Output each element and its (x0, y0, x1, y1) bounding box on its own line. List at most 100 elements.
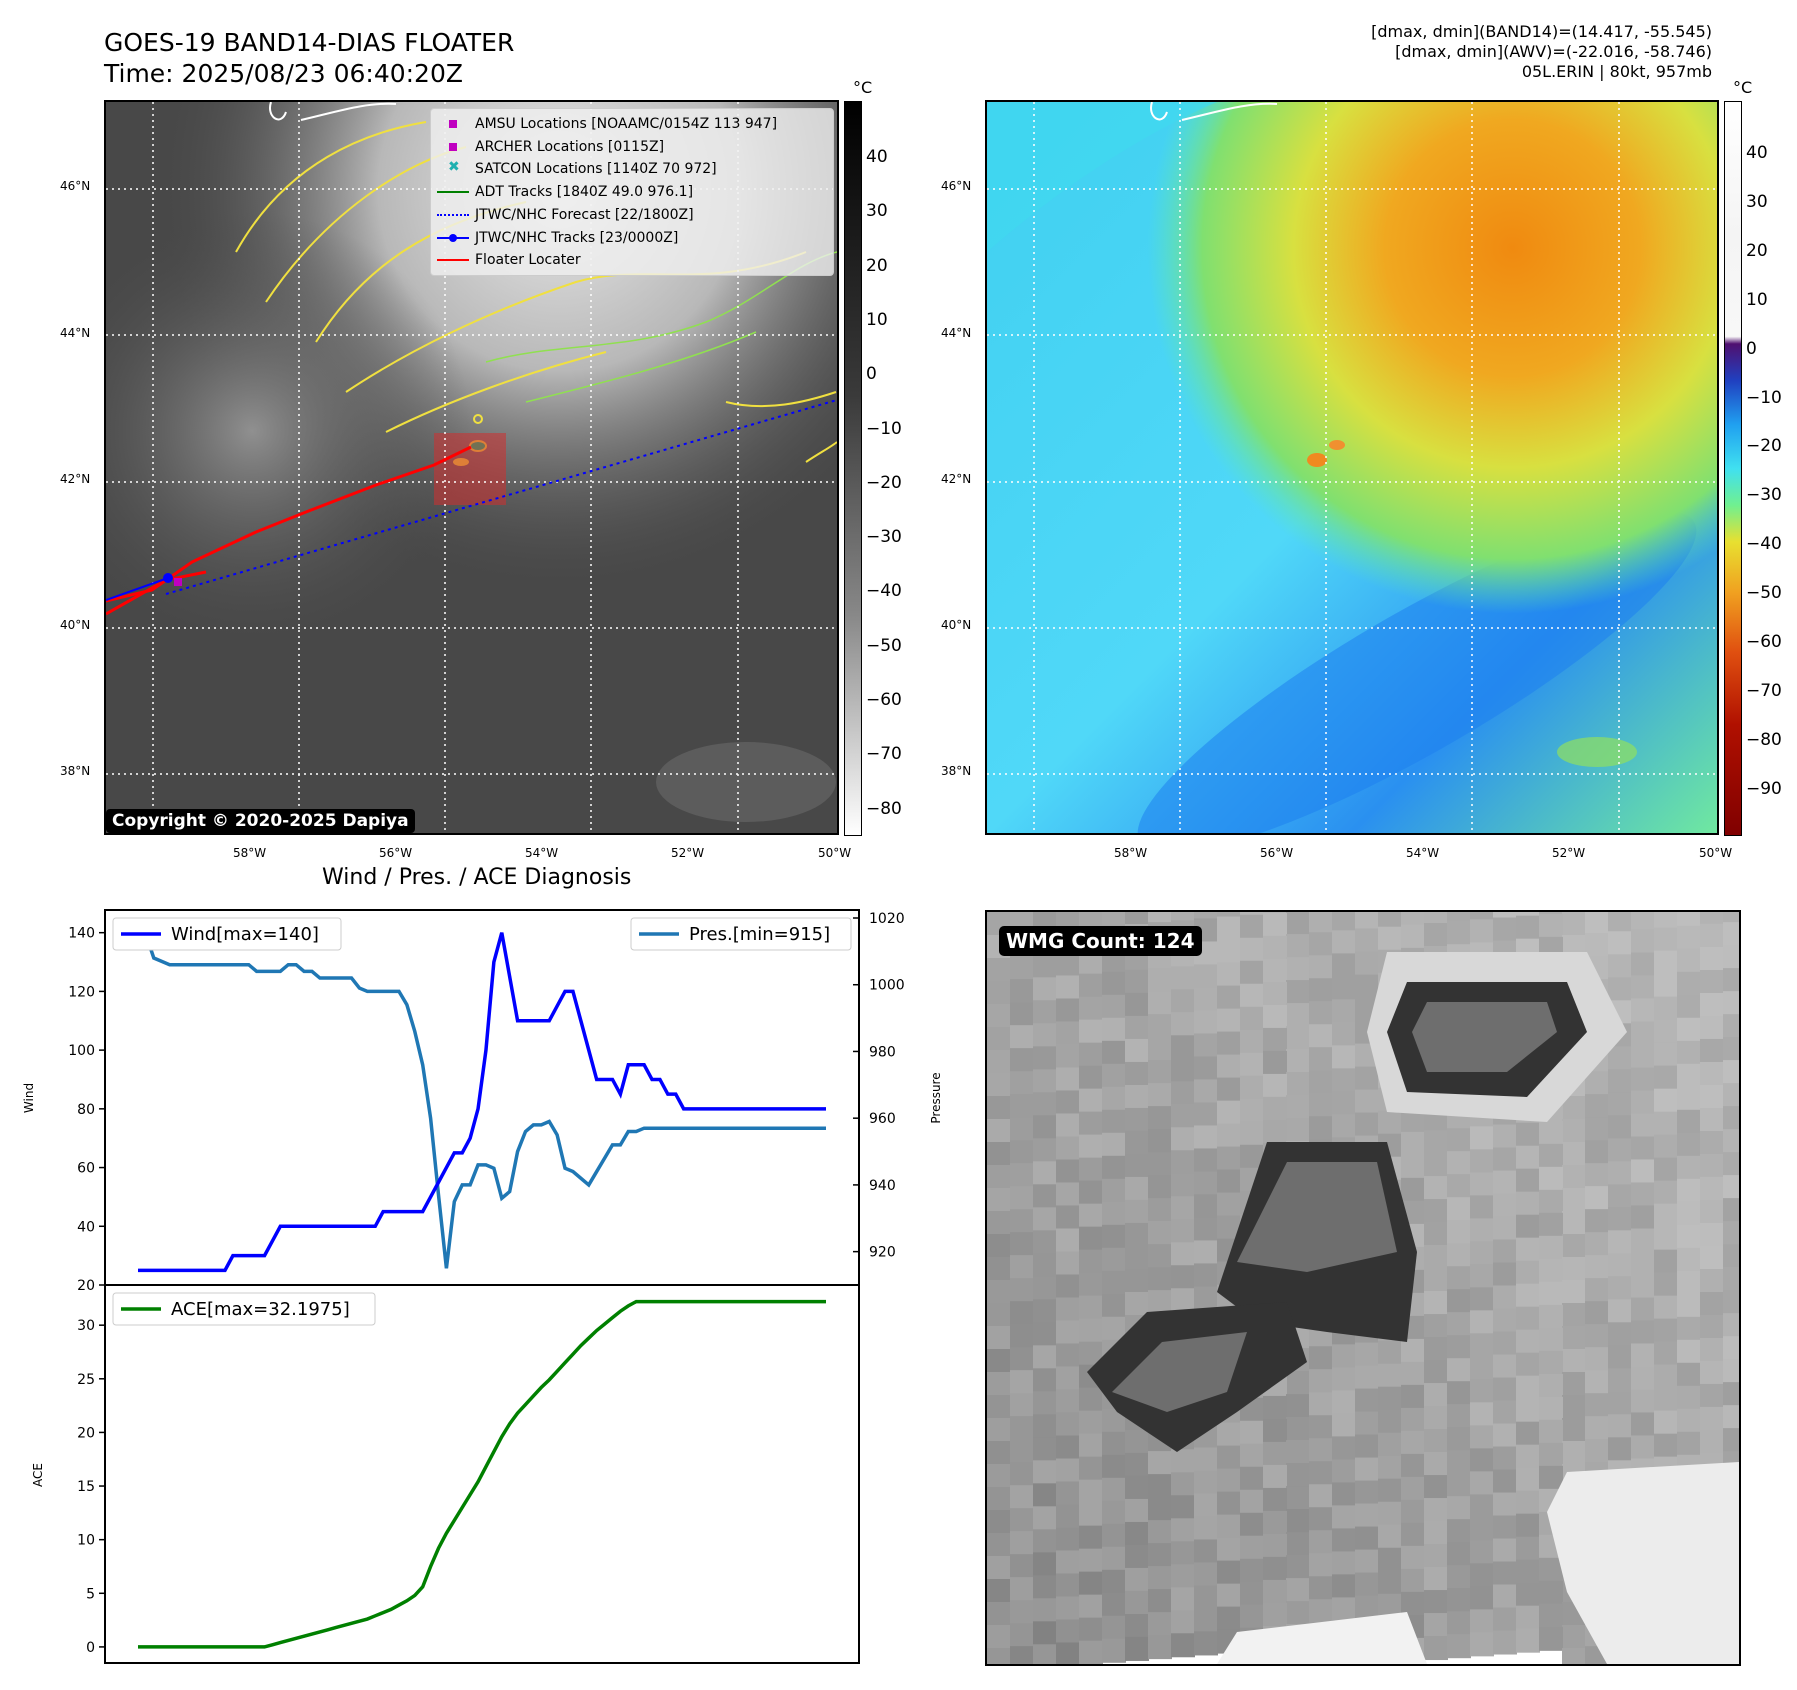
wmg-cloud-region (1412, 1002, 1557, 1072)
wmg-cloud-region (1237, 1162, 1397, 1272)
gray-colorbar-tick: −40 (866, 581, 902, 602)
gray-colorbar-tick: −30 (866, 527, 902, 548)
lon-tick-label: 50°W (1699, 846, 1733, 860)
wind-series-line (138, 932, 826, 1273)
lat-tick-label: 40°N (941, 618, 972, 632)
wind-tick-label: 120 (68, 984, 95, 1000)
gray-colorbar-tick: −20 (866, 472, 902, 493)
stats-text: [dmax, dmin](BAND14)=(14.417, -55.545) [… (1371, 22, 1712, 82)
ir-grayscale-map: AMSU Locations [NOAAMC/0154Z 113 947] ARC… (104, 100, 839, 835)
lon-tick-label: 56°W (1260, 846, 1294, 860)
svg-text:Pres.[min=915]: Pres.[min=915] (689, 924, 830, 945)
legend-symbol-icon (437, 185, 469, 199)
wmg-cloud-region (1112, 1332, 1247, 1412)
lon-tick-label: 54°W (1406, 846, 1440, 860)
gray-colorbar-tick: −70 (866, 744, 902, 765)
legend-label: JTWC/NHC Forecast [22/1800Z] (475, 206, 694, 223)
stats-band14: [dmax, dmin](BAND14)=(14.417, -55.545) (1371, 22, 1712, 41)
lon-tick-label: 58°W (233, 846, 267, 860)
legend-item: Floater Locater (437, 250, 581, 270)
lat-tick-label: 42°N (941, 472, 972, 486)
svg-text:ACE[max=32.1975]: ACE[max=32.1975] (171, 1299, 350, 1320)
color-colorbar-tick: 10 (1746, 289, 1768, 310)
ace-tick-label: 15 (77, 1479, 95, 1495)
legend-label: ARCHER Locations [0115Z] (475, 138, 665, 155)
gray-colorbar-tick: 0 (866, 364, 877, 385)
ace-tick-label: 30 (77, 1318, 95, 1334)
lat-tick-label: 44°N (60, 326, 91, 340)
legend-symbol-icon (437, 140, 469, 154)
wind-tick-label: 140 (68, 926, 95, 942)
lon-tick-label: 52°W (671, 846, 705, 860)
legend-label: JTWC/NHC Tracks [23/0000Z] (475, 229, 679, 246)
legend-symbol-icon (437, 208, 469, 222)
color-colorbar-tick: −70 (1746, 680, 1782, 701)
wmg-panel: WMG Count: 124 (985, 910, 1741, 1666)
legend-symbol-icon (437, 231, 469, 245)
wmg-cloud-region (1547, 1462, 1739, 1664)
pressure-series-line (138, 932, 826, 1269)
wind-tick-label: 40 (77, 1219, 95, 1235)
ace-tick-label: 0 (86, 1640, 95, 1656)
ace-tick-label: 25 (77, 1372, 95, 1388)
lat-tick-label: 44°N (941, 326, 972, 340)
legend-symbol-icon (437, 117, 469, 131)
color-colorbar-tick: 40 (1746, 143, 1768, 163)
lon-tick-label: 56°W (379, 846, 413, 860)
legend-label: AMSU Locations [NOAAMC/0154Z 113 947] (475, 116, 778, 132)
pressure-axis-label: Pressure (929, 1072, 943, 1123)
chart-title: GOES-19 BAND14-DIAS FLOATER Time: 2025/08… (104, 28, 515, 88)
wind-tick-label: 20 (77, 1278, 95, 1294)
gray-colorbar-tick: −60 (866, 690, 902, 710)
lat-tick-label: 38°N (60, 764, 91, 778)
diagnosis-chart: 1401201008060402010201000980960940920302… (22, 909, 943, 1664)
wind-tick-label: 100 (68, 1043, 95, 1059)
color-colorbar-tick: −10 (1746, 387, 1782, 408)
color-colorbar (1724, 101, 1742, 836)
lat-tick-label: 40°N (60, 618, 91, 632)
pressure-tick-label: 920 (869, 1245, 896, 1261)
gray-colorbar-unit: °C (853, 78, 873, 97)
color-colorbar-tick: −90 (1746, 778, 1782, 799)
diagnosis-title: Wind / Pres. / ACE Diagnosis (322, 865, 632, 890)
legend-symbol-icon: ✖ (448, 159, 460, 176)
legend-item: JTWC/NHC Forecast [22/1800Z] (437, 205, 694, 225)
legend-item: AMSU Locations [NOAAMC/0154Z 113 947] (437, 114, 777, 134)
color-colorbar-tick: −40 (1746, 534, 1782, 555)
lon-tick-label: 58°W (1114, 846, 1148, 860)
gray-colorbar (844, 101, 862, 836)
pressure-tick-label: 980 (869, 1044, 896, 1060)
pressure-tick-label: 1000 (869, 978, 905, 994)
gray-colorbar-tick: 20 (866, 255, 888, 276)
svg-text:Wind[max=140]: Wind[max=140] (171, 924, 319, 945)
color-colorbar-tick: 0 (1746, 338, 1757, 359)
color-colorbar-tick: 30 (1746, 191, 1768, 212)
plot-frame (104, 909, 860, 1664)
color-colorbar-tick: −30 (1746, 485, 1782, 506)
pressure-tick-label: 1020 (869, 911, 905, 927)
color-colorbar-tick: −50 (1746, 583, 1782, 604)
gray-colorbar-tick: −80 (866, 798, 902, 819)
legend-item: ARCHER Locations [0115Z] (437, 137, 664, 157)
wind-legend: Wind[max=140] (112, 917, 342, 951)
awv-color-map (985, 100, 1719, 835)
wmg-cloud-region (1217, 1612, 1427, 1664)
pressure-legend: Pres.[min=915] (630, 917, 852, 951)
lon-tick-label: 50°W (818, 846, 852, 860)
wmg-count-label: WMG Count: 124 (999, 926, 1202, 956)
lat-tick-label: 46°N (941, 179, 972, 193)
wind-axis-label: Wind (22, 1083, 36, 1113)
gray-colorbar-tick: 30 (866, 201, 888, 222)
stats-awv: [dmax, dmin](AWV)=(-22.016, -58.746) (1395, 42, 1712, 61)
legend-item: ✖ SATCON Locations [1140Z 70 972] (437, 159, 717, 179)
ace-tick-label: 20 (77, 1425, 95, 1441)
stats-storm: 05L.ERIN | 80kt, 957mb (1521, 62, 1712, 81)
legend-label: SATCON Locations [1140Z 70 972] (475, 161, 717, 178)
legend-item: JTWC/NHC Tracks [23/0000Z] (437, 228, 678, 248)
wind-tick-label: 60 (77, 1161, 95, 1177)
pressure-tick-label: 940 (869, 1178, 896, 1194)
wind-tick-label: 80 (77, 1102, 95, 1118)
color-colorbar-tick: −20 (1746, 436, 1782, 457)
legend-label: Floater Locater (475, 252, 581, 269)
color-colorbar-tick: 20 (1746, 240, 1768, 261)
